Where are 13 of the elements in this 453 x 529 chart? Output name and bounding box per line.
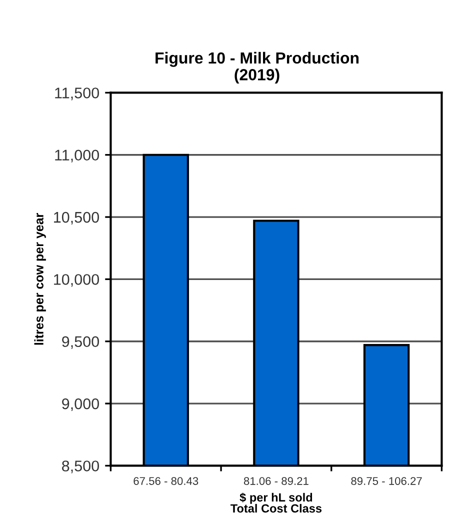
y-tick-label: 8,500 (62, 460, 99, 474)
y-tick-label: 10,000 (54, 274, 99, 287)
y-axis-title: litres per cow per year (34, 213, 46, 345)
chart-title: Figure 10 - Milk Production (2019) (156, 52, 359, 84)
x-tick-label: 67.56 - 80.43 (134, 477, 198, 485)
x-axis-title: $ per hL sold Total Cost Class (230, 492, 322, 513)
y-tick-label: 9,500 (62, 336, 99, 349)
y-tick-label: 11,500 (55, 88, 99, 100)
y-tick-label: 11,000 (55, 150, 99, 162)
x-tick-label: 89.75 - 106.27 (351, 477, 422, 485)
x-tick-label: 81.06 - 89.21 (244, 477, 308, 485)
y-tick-label: 10,500 (54, 212, 99, 225)
y-tick-label: 9,000 (62, 398, 99, 412)
